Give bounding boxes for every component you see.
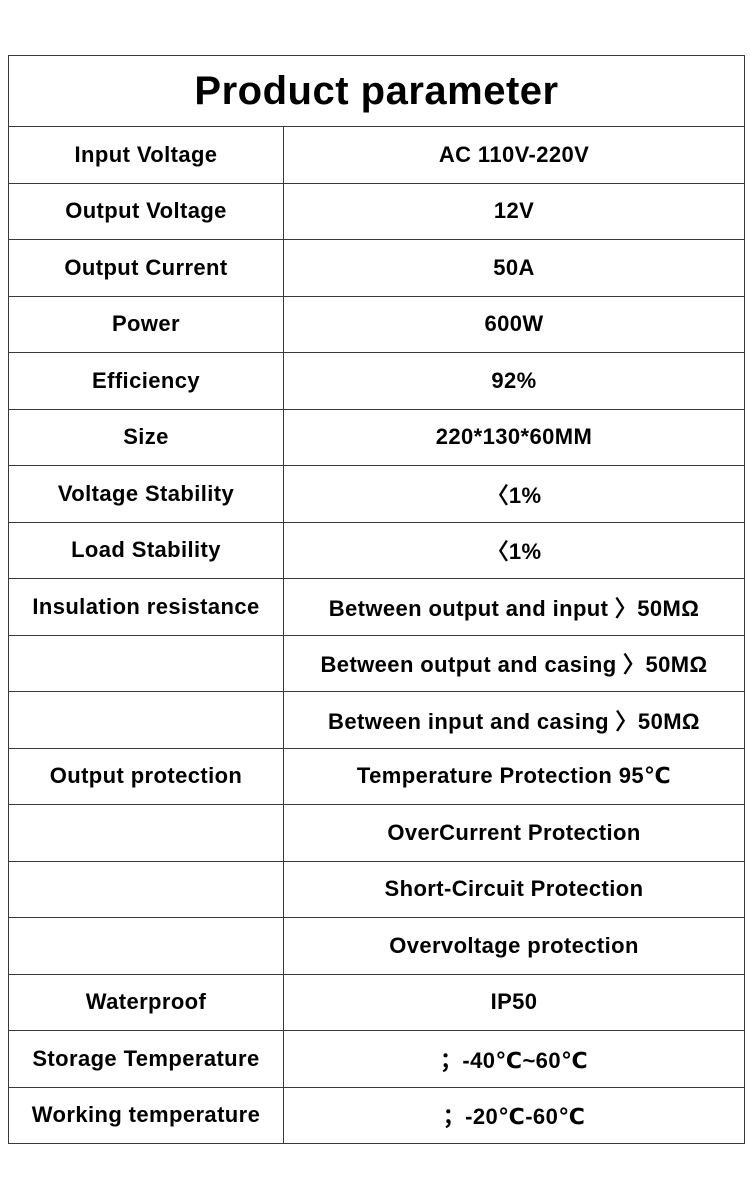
row-label: Efficiency: [8, 352, 284, 410]
row-value: Temperature Protection 95℃: [282, 747, 746, 805]
table-row: Load Stability 〈1%: [8, 521, 746, 579]
row-label: [8, 804, 284, 862]
row-label: Output Current: [8, 239, 284, 297]
row-value: Between output and casing 〉50MΩ: [282, 634, 746, 692]
table-row: Working temperature ；-20℃-60℃: [8, 1086, 746, 1144]
table-row: Overvoltage protection: [8, 917, 746, 975]
table-row: Efficiency 92%: [8, 352, 746, 410]
row-value: 〈1%: [282, 521, 746, 579]
row-value: 50A: [282, 239, 746, 297]
row-label: Waterproof: [8, 973, 284, 1031]
row-label: Working temperature: [8, 1086, 284, 1144]
row-label: Output protection: [8, 747, 284, 805]
row-value: ；-20℃-60℃: [282, 1086, 746, 1144]
table-row: Voltage Stability 〈1%: [8, 465, 746, 523]
table-row: Between input and casing 〉50MΩ: [8, 691, 746, 749]
row-value: 220*130*60MM: [282, 408, 746, 466]
row-value: 〈1%: [282, 465, 746, 523]
row-label: Output Voltage: [8, 182, 284, 240]
row-value: ；-40℃~60℃: [282, 1030, 746, 1088]
table-row: Waterproof IP50: [8, 973, 746, 1031]
row-value: AC 110V-220V: [282, 126, 746, 184]
row-label: [8, 917, 284, 975]
table-row: Size 220*130*60MM: [8, 408, 746, 466]
table-row: Insulation resistance Between output and…: [8, 578, 746, 636]
table-row: Output Voltage 12V: [8, 182, 746, 240]
row-value: IP50: [282, 973, 746, 1031]
row-label: Size: [8, 408, 284, 466]
table-row: Input Voltage AC 110V-220V: [8, 126, 746, 184]
row-value: 600W: [282, 295, 746, 353]
row-label: Input Voltage: [8, 126, 284, 184]
table-row: Power 600W: [8, 295, 746, 353]
row-label: Storage Temperature: [8, 1030, 284, 1088]
row-label: [8, 860, 284, 918]
title-row: Product parameter: [7, 55, 746, 127]
row-value: Between output and input 〉50MΩ: [282, 578, 746, 636]
row-label: [8, 691, 284, 749]
table-title: Product parameter: [7, 55, 746, 127]
row-value: Short-Circuit Protection: [282, 860, 746, 918]
row-label: Load Stability: [8, 521, 284, 579]
row-value: OverCurrent Protection: [282, 804, 746, 862]
row-value: Between input and casing 〉50MΩ: [282, 691, 746, 749]
row-label: [8, 634, 284, 692]
table-row: Short-Circuit Protection: [8, 860, 746, 918]
table-row: Output Current 50A: [8, 239, 746, 297]
product-parameter-table: Product parameter Input Voltage AC 110V-…: [7, 55, 746, 1144]
row-value: Overvoltage protection: [282, 917, 746, 975]
row-label: Voltage Stability: [8, 465, 284, 523]
table-row: Between output and casing 〉50MΩ: [8, 634, 746, 692]
table-row: Storage Temperature ；-40℃~60℃: [8, 1030, 746, 1088]
row-value: 92%: [282, 352, 746, 410]
row-value: 12V: [282, 182, 746, 240]
row-label: Power: [8, 295, 284, 353]
row-label: Insulation resistance: [8, 578, 284, 636]
table-row: OverCurrent Protection: [8, 804, 746, 862]
table-row: Output protection Temperature Protection…: [8, 747, 746, 805]
